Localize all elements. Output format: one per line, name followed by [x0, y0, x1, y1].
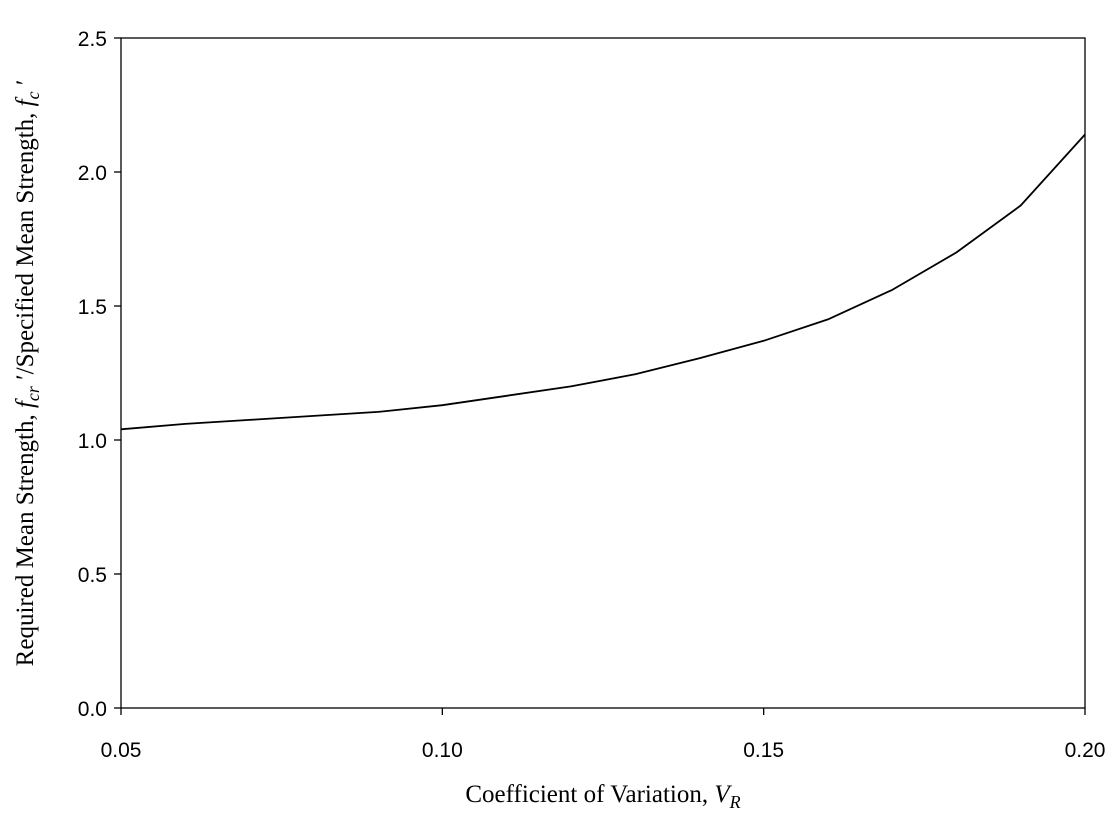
- x-axis-title: Coefficient of Variation, VR: [465, 781, 740, 812]
- y-tick-label: 0.0: [78, 698, 107, 721]
- x-tick-label: 0.05: [101, 739, 142, 762]
- y-axis-ticks: 0.0 0.5 1.0 1.5 2.0 2.5: [78, 28, 121, 721]
- x-tick-label: 0.20: [1065, 739, 1106, 762]
- plot-area: [120, 37, 1086, 709]
- x-axis-ticks: 0.05 0.10 0.15 0.20: [101, 708, 1106, 762]
- y-tick-label: 2.5: [78, 28, 107, 51]
- y-tick-label: 1.0: [78, 430, 107, 453]
- y-tick-label: 2.0: [78, 162, 107, 185]
- x-tick-label: 0.15: [743, 739, 784, 762]
- series-line: [120, 133, 1086, 431]
- x-tick-label: 0.10: [422, 739, 463, 762]
- y-axis-title: Required Mean Strength, fcr ′/Specified …: [12, 80, 43, 667]
- y-tick-label: 1.5: [78, 296, 107, 319]
- y-tick-label: 0.5: [78, 564, 107, 587]
